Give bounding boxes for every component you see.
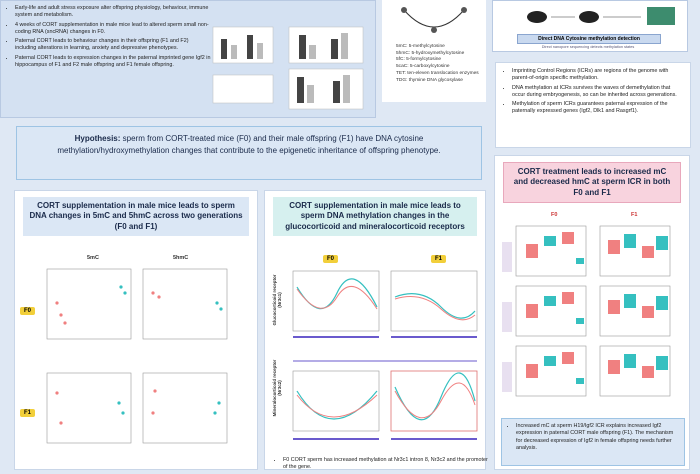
abbreviation-list: 5mC: 5-methylcytosine 5hmC: 5-hydroxymet… <box>396 44 479 84</box>
boxplot-grid <box>501 225 671 397</box>
row-label: Mineralocorticoid receptor (Nr3c2) <box>272 359 282 417</box>
bullet: Increased mC at sperm H19/Igf2 ICR expla… <box>516 423 680 452</box>
hypothesis-label: Hypothesis: <box>74 134 121 143</box>
bullet: Paternal CORT leads to expression change… <box>15 55 211 70</box>
column-label: F0 <box>323 255 339 263</box>
method-panel: Direct DNA Cytosine methylation detectio… <box>492 0 688 52</box>
pca-plots <box>46 268 228 444</box>
column-label: 5hmC <box>173 255 189 261</box>
method-label: Direct DNA Cytosine methylation detectio… <box>517 34 661 44</box>
background-figures <box>212 26 364 110</box>
bullet: Imprinting Control Regions (ICRs) are re… <box>512 68 684 83</box>
bullet: DNA methylation at ICRs survives the wav… <box>512 85 684 100</box>
icr-list: Imprinting Control Regions (ICRs) are re… <box>502 68 684 116</box>
column-label: F0 <box>551 212 558 218</box>
bullet: Paternal CORT leads to behaviour changes… <box>15 38 211 53</box>
abbreviation: TDG: thymine DNA glycosylase <box>396 77 463 83</box>
icr-panel: Imprinting Control Regions (ICRs) are re… <box>495 62 691 148</box>
abbreviation-panel: 5mC: 5-methylcytosine 5hmC: 5-hydroxymet… <box>382 0 486 102</box>
row-label: F0 <box>20 307 36 315</box>
panel-5mc: CORT supplementation in male mice leads … <box>14 190 258 470</box>
panel-receptors: CORT supplementation in male mice leads … <box>264 190 488 470</box>
panel-note: Increased mC at sperm H19/Igf2 ICR expla… <box>501 418 685 466</box>
panel-note: F0 CORT sperm has increased methylation … <box>273 457 488 474</box>
boxplot-row <box>502 225 671 277</box>
bullet: F0 CORT sperm has increased methylation … <box>283 457 488 472</box>
column-label: F1 <box>631 212 638 218</box>
abbreviation: 5mC: 5-methylcytosine <box>396 44 445 49</box>
panel-title: CORT treatment leads to increased mC and… <box>503 162 681 204</box>
abbreviation: 5fC: 5-formylcytosine <box>396 57 442 63</box>
cycle-diagram <box>401 7 467 33</box>
panel-icr: CORT treatment leads to increased mC and… <box>494 155 690 470</box>
abbreviation: 5hmC: 5-hydroxymethylcytosine <box>396 50 465 56</box>
bullet: 4 weeks of CORT supplementation in male … <box>15 22 211 37</box>
abbreviation: TET: ten-eleven translocation enzymes <box>396 70 479 76</box>
column-label: 5mC <box>87 255 99 261</box>
method-diagram <box>527 7 675 25</box>
bullet: Early-life and adult stress exposure alt… <box>15 5 211 20</box>
hypothesis-box: Hypothesis: sperm from CORT-treated mice… <box>16 126 482 180</box>
bullet: Methylation of sperm ICRs guarantees pat… <box>512 101 684 116</box>
row-label: Glucocorticoid receptor (Nr3c1) <box>272 274 282 326</box>
hypothesis-text: sperm from CORT-treated mice (F0) and th… <box>57 134 441 155</box>
methylation-plots <box>292 270 478 440</box>
abbreviation: 5caC: 5-carboxylcytosine <box>396 64 450 70</box>
row-label: F1 <box>20 409 36 417</box>
panel-title: CORT supplementation in male mice leads … <box>273 197 477 237</box>
background-panel: Early-life and adult stress exposure alt… <box>0 0 376 118</box>
panel-title: CORT supplementation in male mice leads … <box>23 197 249 237</box>
column-label: F1 <box>431 255 447 263</box>
background-list: Early-life and adult stress exposure alt… <box>5 5 211 71</box>
method-caption: Direct nanopore sequencing detects methy… <box>541 45 635 49</box>
